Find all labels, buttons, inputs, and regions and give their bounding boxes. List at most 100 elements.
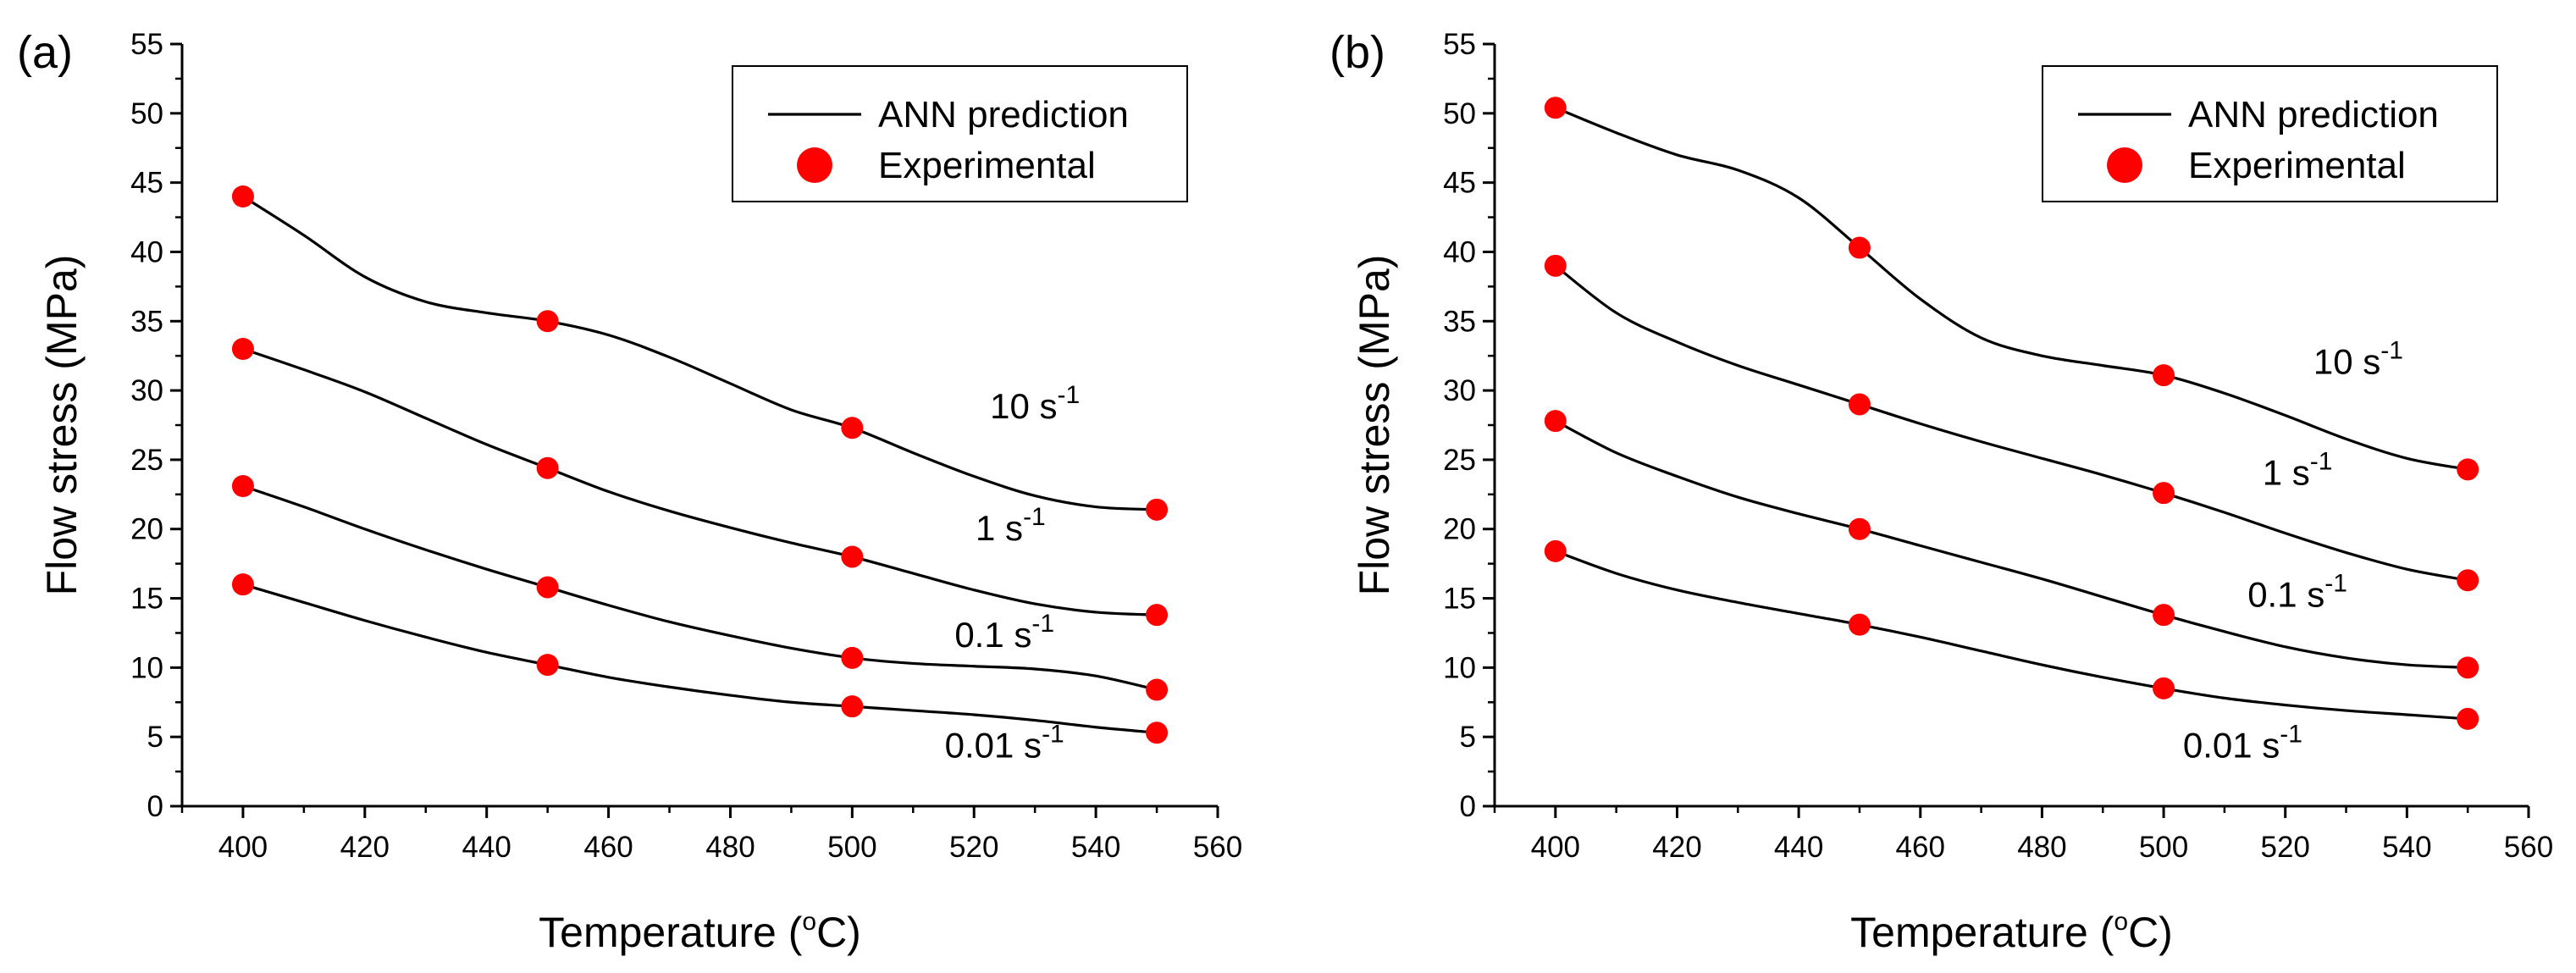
x-tick-label: 400 (1531, 831, 1580, 864)
series-label-exponent: -1 (1023, 503, 1046, 531)
x-tick-label: 540 (2382, 831, 2431, 864)
legend-label-experimental: Experimental (2188, 145, 2406, 186)
x-tick-label: 460 (583, 831, 633, 864)
experimental-point (2153, 604, 2175, 627)
x-axis-label-unit: C) (816, 909, 861, 956)
y-tick-label: 5 (147, 721, 163, 754)
series-10-s-1: 10 s-1 (231, 185, 1169, 521)
y-tick-label: 55 (1443, 28, 1476, 61)
y-tick-label: 5 (1460, 721, 1476, 754)
y-axis-label: Flow stress (MPa) (38, 255, 86, 596)
series-1-s-1: 1 s-1 (1544, 254, 2479, 592)
y-tick-label: 10 (130, 651, 163, 684)
y-tick-label: 50 (1443, 97, 1476, 130)
ann-prediction-line (242, 347, 1158, 616)
y-tick-label: 10 (1443, 651, 1476, 684)
x-tick-label: 540 (1071, 831, 1120, 864)
ann-prediction-line (242, 195, 1158, 511)
legend-label-experimental: Experimental (878, 145, 1096, 186)
panel-a: (a) 400 420 440 460 480 500 520 540 560 0 5 10 15 20 25… (17, 27, 1242, 956)
y-tick-label: 25 (130, 444, 163, 477)
y-tick-label: 20 (1443, 513, 1476, 546)
experimental-point (231, 475, 254, 497)
experimental-point (231, 185, 254, 207)
y-axis-label: Flow stress (MPa) (1351, 255, 1398, 596)
ann-prediction-line (1555, 419, 2468, 669)
y-tick-label: 45 (130, 167, 163, 200)
experimental-point (2457, 707, 2479, 730)
series-label: 1 s-1 (2263, 447, 2333, 492)
series-label: 0.01 s-1 (2183, 721, 2302, 766)
x-axis-label-text: Temperature ( (539, 909, 803, 956)
ann-prediction-line (242, 583, 1158, 734)
y-tick-label: 55 (130, 28, 163, 61)
experimental-point (1544, 410, 1567, 433)
x-tick-label: 560 (2504, 831, 2553, 864)
series-label-exponent: -1 (2280, 721, 2302, 749)
experimental-point (2153, 677, 2175, 699)
series-label-exponent: -1 (1058, 381, 1081, 409)
experimental-point (1544, 539, 1567, 562)
x-tick-label: 480 (705, 831, 755, 864)
x-tick-label: 560 (1193, 831, 1242, 864)
x-tick-label: 520 (2261, 831, 2310, 864)
x-axis-label: Temperature (oC) (1850, 908, 2173, 956)
experimental-point (2457, 458, 2479, 481)
y-tick-label: 40 (130, 235, 163, 268)
series-label-exponent: -1 (1031, 610, 1054, 638)
legend-marker-swatch (2107, 147, 2142, 183)
series-label: 1 s-1 (976, 503, 1046, 548)
x-axis-label: Temperature (oC) (539, 908, 861, 956)
experimental-point (1848, 517, 1871, 540)
y-tick-label: 50 (130, 97, 163, 130)
series-label: 10 s-1 (990, 381, 1080, 426)
legend-label-ann: ANN prediction (878, 94, 1129, 135)
x-tick-label: 420 (1652, 831, 1701, 864)
y-tick-label: 35 (130, 305, 163, 338)
experimental-point (1544, 254, 1567, 277)
x-tick-label: 460 (1896, 831, 1945, 864)
y-tick-label: 25 (1443, 444, 1476, 477)
ann-prediction-line (1555, 550, 2468, 721)
experimental-point (536, 654, 559, 677)
series-label-exponent: -1 (2310, 447, 2333, 475)
experimental-point (536, 576, 559, 599)
experimental-point (2153, 482, 2175, 505)
series-0-01-s-1: 0.01 s-1 (1544, 539, 2479, 766)
experimental-point (841, 417, 864, 440)
y-tick-label: 15 (1443, 583, 1476, 616)
x-tick-label: 440 (1774, 831, 1823, 864)
ann-prediction-line (1555, 106, 2468, 471)
series-0-01-s-1: 0.01 s-1 (231, 573, 1169, 766)
x-axis-label-text: Temperature ( (1850, 909, 2114, 956)
experimental-point (841, 646, 864, 669)
experimental-point (1848, 236, 1871, 259)
x-tick-label: 440 (462, 831, 511, 864)
series-label: 0.1 s-1 (2247, 569, 2347, 614)
experimental-point (1146, 604, 1169, 627)
x-tick-label: 480 (2017, 831, 2066, 864)
panel-label: (a) (17, 27, 73, 78)
y-tick-label: 30 (130, 374, 163, 407)
y-tick-label: 20 (130, 513, 163, 546)
x-tick-label: 500 (2139, 831, 2188, 864)
series-1-s-1: 1 s-1 (231, 338, 1169, 627)
series-label-main: 0.01 s (2183, 726, 2280, 766)
series-label-exponent: -1 (1042, 721, 1064, 749)
x-axis-label-degree: o (802, 908, 816, 936)
panel-label: (b) (1329, 27, 1385, 78)
y-tick-label: 15 (130, 583, 163, 616)
experimental-point (536, 456, 559, 479)
series-label-main: 0.1 s (954, 615, 1031, 655)
y-tick-label: 35 (1443, 305, 1476, 338)
legend: ANN prediction Experimental (2042, 65, 2498, 202)
series-10-s-1: 10 s -1 (1544, 97, 2479, 481)
series-label-main: 10 s (990, 386, 1057, 426)
experimental-point (1848, 613, 1871, 636)
y-tick-label: 30 (1443, 374, 1476, 407)
experimental-point (536, 310, 559, 333)
series-label-main: 10 s (2313, 341, 2380, 381)
experimental-point (231, 573, 254, 596)
y-tick-label: 40 (1443, 235, 1476, 268)
